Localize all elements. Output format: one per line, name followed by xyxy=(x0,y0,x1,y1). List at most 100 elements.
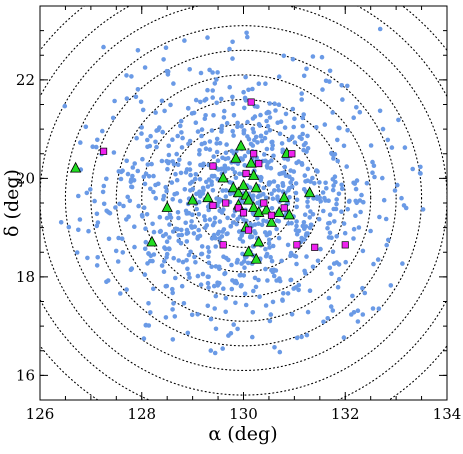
star-point xyxy=(118,291,123,296)
star-point xyxy=(78,140,83,145)
star-point xyxy=(160,233,166,239)
star-point xyxy=(92,198,97,204)
star-point xyxy=(121,203,126,209)
star-point xyxy=(294,335,300,341)
star-point xyxy=(182,187,188,192)
triangle-marker xyxy=(278,191,290,203)
star-point xyxy=(269,258,275,264)
star-point xyxy=(351,115,357,120)
star-point xyxy=(289,312,295,317)
triangle-marker xyxy=(260,203,273,215)
star-point xyxy=(224,142,229,147)
star-point xyxy=(230,94,235,100)
star-point xyxy=(354,105,359,110)
star-point xyxy=(192,176,198,182)
star-point xyxy=(162,245,167,250)
star-point xyxy=(286,137,292,143)
star-point xyxy=(212,173,217,179)
star-point xyxy=(94,144,99,150)
star-point xyxy=(225,215,230,221)
triangle-marker xyxy=(303,186,316,198)
star-point xyxy=(76,193,81,199)
star-point xyxy=(211,154,216,159)
star-point xyxy=(331,206,337,212)
star-point xyxy=(202,140,207,146)
star-point xyxy=(161,57,166,62)
star-point xyxy=(101,183,107,189)
star-point xyxy=(312,181,317,186)
square-marker xyxy=(219,241,227,249)
star-point xyxy=(197,199,202,205)
star-point xyxy=(193,260,198,265)
star-point xyxy=(195,312,200,317)
star-point xyxy=(360,312,366,317)
star-point xyxy=(269,158,274,163)
star-point xyxy=(173,171,178,177)
star-point xyxy=(145,137,150,143)
star-point xyxy=(339,182,345,188)
star-point xyxy=(242,163,247,168)
star-point xyxy=(213,293,219,299)
star-point xyxy=(334,197,340,202)
star-point xyxy=(178,118,184,124)
star-point xyxy=(316,216,322,222)
star-point xyxy=(132,244,137,250)
star-point xyxy=(199,244,205,249)
star-point xyxy=(320,87,325,92)
star-point xyxy=(151,173,156,179)
star-point xyxy=(305,231,311,236)
square-marker xyxy=(242,169,250,178)
star-point xyxy=(341,221,347,226)
star-point xyxy=(205,184,211,189)
triangle-marker xyxy=(273,206,285,217)
star-point xyxy=(268,165,274,171)
star-point xyxy=(156,181,161,187)
star-point xyxy=(190,179,195,185)
star-point xyxy=(197,177,203,182)
star-point xyxy=(205,280,211,286)
star-point xyxy=(268,312,274,317)
star-point xyxy=(104,208,109,214)
star-point xyxy=(290,134,295,139)
star-point xyxy=(185,105,191,111)
star-point xyxy=(259,175,264,180)
star-point xyxy=(216,229,222,235)
star-point xyxy=(184,167,190,172)
star-point xyxy=(224,120,230,126)
star-point xyxy=(153,139,158,145)
star-point xyxy=(288,277,294,283)
star-point xyxy=(104,176,109,182)
star-point xyxy=(343,259,349,265)
star-point xyxy=(418,171,423,176)
star-point xyxy=(276,74,282,79)
triangle-marker xyxy=(230,151,242,163)
star-point xyxy=(361,199,366,205)
star-point xyxy=(205,35,210,40)
star-point xyxy=(307,288,313,294)
x-tick-label: 132 xyxy=(331,405,360,423)
star-point xyxy=(276,102,282,107)
star-point xyxy=(267,230,273,235)
star-point xyxy=(159,98,165,104)
star-point xyxy=(198,70,204,76)
star-point xyxy=(321,319,326,325)
star-point xyxy=(163,184,168,190)
star-point xyxy=(209,128,215,133)
star-point xyxy=(263,81,268,86)
star-point xyxy=(340,186,345,192)
star-point xyxy=(101,44,106,50)
star-point xyxy=(293,254,299,259)
star-point xyxy=(171,301,176,306)
triangle-marker xyxy=(186,193,199,205)
triangle-marker xyxy=(242,193,255,205)
star-point xyxy=(214,100,219,106)
square-marker xyxy=(234,204,242,212)
star-point xyxy=(242,265,247,271)
star-point xyxy=(197,148,202,153)
star-point xyxy=(301,73,307,79)
star-point xyxy=(214,141,219,146)
star-point xyxy=(327,265,333,271)
star-point xyxy=(154,144,159,150)
star-point xyxy=(263,266,268,272)
